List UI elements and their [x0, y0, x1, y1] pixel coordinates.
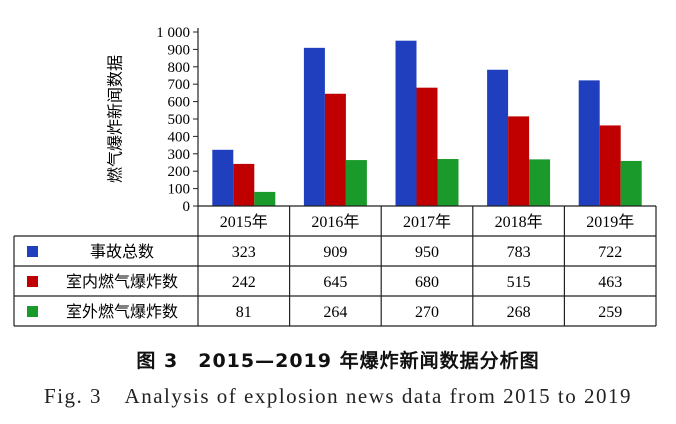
data-label: 950	[415, 244, 439, 261]
y-tick-label: 100	[168, 182, 191, 198]
bar	[345, 160, 367, 206]
figure-caption-cn: 图 3 2015—2019 年爆炸新闻数据分析图	[136, 350, 540, 372]
data-label: 268	[507, 304, 531, 321]
legend-label: 室外燃气爆炸数	[66, 302, 178, 321]
data-label: 323	[232, 244, 256, 261]
x-tick-label: 2018年	[495, 213, 543, 231]
y-tick-label: 400	[168, 129, 191, 145]
bar	[599, 125, 621, 206]
bar	[303, 47, 325, 206]
legend-swatch	[27, 246, 38, 257]
data-label: 264	[323, 304, 347, 321]
data-label: 783	[507, 244, 531, 261]
figure-caption-en: Fig. 3 Analysis of explosion news data f…	[44, 384, 632, 408]
data-label: 722	[598, 244, 622, 261]
y-tick-label: 800	[168, 60, 191, 76]
bar	[233, 163, 255, 206]
data-label: 259	[598, 304, 622, 321]
y-tick-label: 300	[168, 147, 191, 163]
x-tick-label: 2015年	[220, 213, 268, 231]
bar	[529, 159, 551, 206]
x-tick-label: 2019年	[586, 213, 634, 231]
y-tick-label: 200	[168, 164, 191, 180]
y-tick-label: 1 000	[156, 25, 190, 41]
data-label: 242	[232, 274, 256, 291]
data-label: 463	[598, 274, 622, 291]
data-label: 645	[323, 274, 347, 291]
data-label: 270	[415, 304, 439, 321]
y-tick-label: 0	[183, 199, 191, 215]
x-tick-label: 2017年	[403, 213, 451, 231]
bar	[487, 69, 509, 207]
bar	[395, 40, 417, 207]
bar	[416, 87, 438, 206]
bar	[578, 80, 600, 206]
bar	[508, 116, 530, 206]
legend-swatch	[27, 306, 38, 317]
legend-label: 事故总数	[90, 242, 154, 261]
y-tick-label: 700	[168, 77, 191, 93]
data-label: 81	[236, 304, 252, 321]
y-tick-label: 900	[168, 42, 191, 58]
data-label: 909	[323, 244, 347, 261]
bar	[620, 160, 642, 206]
legend-label: 室内燃气爆炸数	[66, 272, 178, 291]
data-label: 680	[415, 274, 439, 291]
y-tick-label: 500	[168, 112, 191, 128]
bar	[324, 93, 346, 206]
legend-swatch	[27, 276, 38, 287]
bar	[212, 149, 234, 206]
x-tick-label: 2016年	[311, 213, 359, 231]
y-axis-title: 燃气爆炸新闻数据	[106, 55, 125, 183]
data-label: 515	[507, 274, 531, 291]
y-tick-label: 600	[168, 95, 191, 111]
bar	[437, 159, 459, 206]
bar	[254, 191, 276, 206]
